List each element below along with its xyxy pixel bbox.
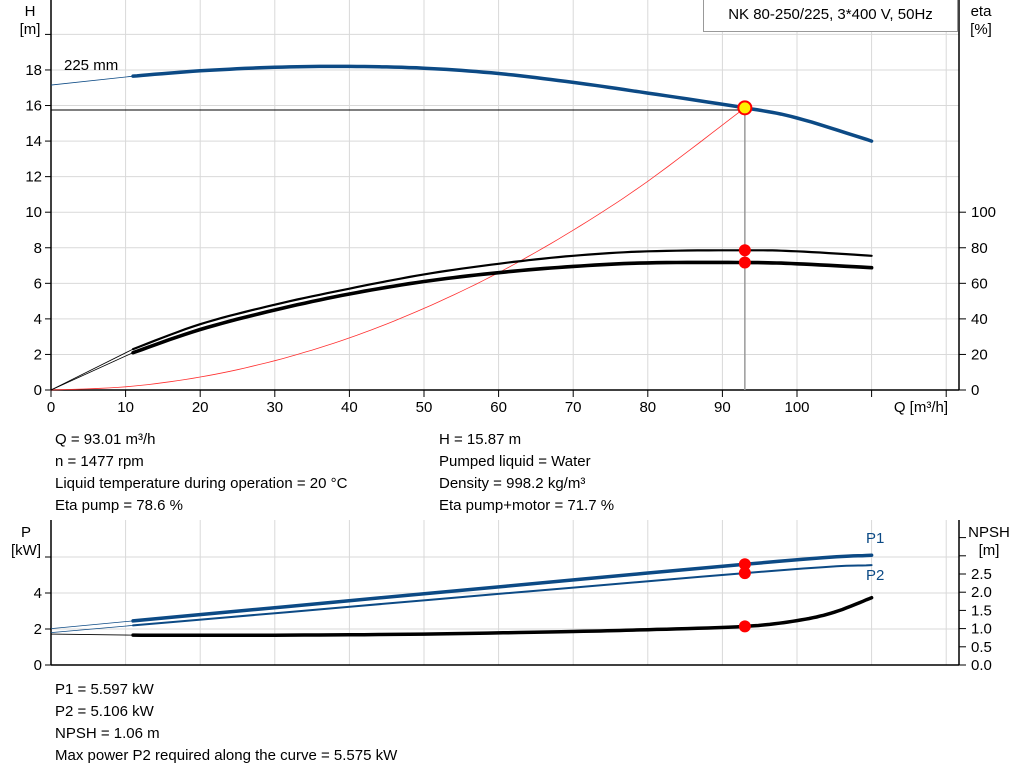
y-tick-label-left: 2 [34, 346, 42, 363]
y-tick-label-left: 14 [25, 133, 42, 150]
info-npsh: NPSH = 1.06 m [55, 725, 160, 742]
y-tick-label-left: 18 [25, 62, 42, 79]
npsh-tick-label: 2.5 [971, 566, 992, 583]
eta-pump-curve-extrapolation [50, 348, 134, 391]
p2-curve [132, 564, 873, 627]
p1-curve [131, 553, 874, 623]
x-tick-label: 70 [565, 399, 582, 416]
info-h: H = 15.87 m [439, 431, 522, 448]
eta-pump-curve [131, 249, 873, 351]
npsh-marker [738, 620, 751, 633]
x-axis-label: Q [m³/h] [894, 399, 948, 416]
info-temp: Liquid temperature during operation = 20… [55, 475, 348, 492]
npsh-curve [131, 595, 874, 637]
npsh-axis-label-unit: [m] [979, 542, 1000, 559]
info-n: n = 1477 rpm [55, 453, 144, 470]
y-axis-label-right: eta [971, 3, 993, 20]
npsh-tick-label: 2.0 [971, 584, 992, 601]
y-tick-label-left: 0 [34, 382, 42, 399]
y-tick-label-right: 20 [971, 346, 988, 363]
info-eta-total: Eta pump+motor = 71.7 % [439, 497, 615, 514]
p-axis-label-unit: [kW] [11, 542, 41, 559]
y-tick-label-right: 0 [971, 382, 979, 399]
info-max-p2: Max power P2 required along the curve = … [55, 747, 398, 764]
info-eta-pump: Eta pump = 78.6 % [55, 497, 183, 514]
info-q: Q = 93.01 m³/h [55, 431, 156, 448]
p2-curve-extrapolation [50, 625, 134, 633]
p-tick-label: 2 [34, 621, 42, 638]
npsh-curve-extrapolation [50, 633, 134, 636]
p-axis-label: P [21, 524, 31, 541]
head-curve [131, 64, 874, 143]
p-tick-label: 4 [34, 585, 42, 602]
info-top-left: Q = 93.01 m³/h n = 1477 rpm Liquid tempe… [55, 429, 347, 517]
y-tick-label-right: 100 [971, 204, 996, 221]
p1-label: P1 [866, 530, 884, 547]
y-tick-label-left: 6 [34, 275, 42, 292]
y-tick-label-left: 10 [25, 204, 42, 221]
y-tick-label-right: 80 [971, 240, 988, 257]
y-tick-label-right: 40 [971, 311, 988, 328]
eta-pump-marker [738, 244, 751, 257]
y-axis-label-left: H [25, 3, 36, 20]
x-tick-label: 80 [639, 399, 656, 416]
p1-marker [738, 558, 751, 571]
p2-label: P2 [866, 567, 884, 584]
info-liquid: Pumped liquid = Water [439, 453, 591, 470]
p-tick-label: 0 [34, 657, 42, 674]
info-p1: P1 = 5.597 kW [55, 681, 154, 698]
info-density: Density = 998.2 kg/m³ [439, 475, 586, 492]
x-tick-label: 20 [192, 399, 209, 416]
x-tick-label: 10 [117, 399, 134, 416]
x-tick-label: 90 [714, 399, 731, 416]
operating-point-marker [737, 100, 753, 116]
x-tick-label: 50 [416, 399, 433, 416]
y-tick-label-left: 16 [25, 98, 42, 115]
y-axis-label-left-unit: [m] [20, 21, 41, 38]
p1-curve-extrapolation [50, 620, 134, 630]
system-curve [50, 107, 746, 391]
y-axis-label-right-unit: [%] [970, 21, 992, 38]
head-curve-extrapolation [50, 75, 134, 86]
y-tick-label-left: 12 [25, 169, 42, 186]
x-tick-label: 60 [490, 399, 507, 416]
x-tick-label: 30 [266, 399, 283, 416]
eta-pump-motor-marker [738, 256, 751, 269]
info-top-right: H = 15.87 m Pumped liquid = Water Densit… [439, 429, 614, 517]
chart-title: NK 80-250/225, 3*400 V, 50Hz [703, 0, 958, 32]
eta-pump-motor-curve-extrapolation [50, 352, 134, 391]
info-bottom: P1 = 5.597 kW P2 = 5.106 kW NPSH = 1.06 … [55, 679, 397, 767]
npsh-tick-label: 0.5 [971, 639, 992, 656]
y-tick-label-right: 60 [971, 275, 988, 292]
npsh-axis-label: NPSH [968, 524, 1010, 541]
x-tick-label: 40 [341, 399, 358, 416]
y-tick-label-left: 8 [34, 240, 42, 257]
eta-pump-motor-curve [131, 260, 874, 355]
npsh-tick-label: 1.0 [971, 621, 992, 638]
npsh-tick-label: 0.0 [971, 657, 992, 674]
y-tick-label-left: 4 [34, 311, 42, 328]
npsh-tick-label: 1.5 [971, 602, 992, 619]
x-tick-label: 100 [784, 399, 809, 416]
x-tick-label: 0 [47, 399, 55, 416]
impeller-label: 225 mm [64, 57, 118, 74]
p2-marker [738, 567, 751, 580]
info-p2: P2 = 5.106 kW [55, 703, 154, 720]
